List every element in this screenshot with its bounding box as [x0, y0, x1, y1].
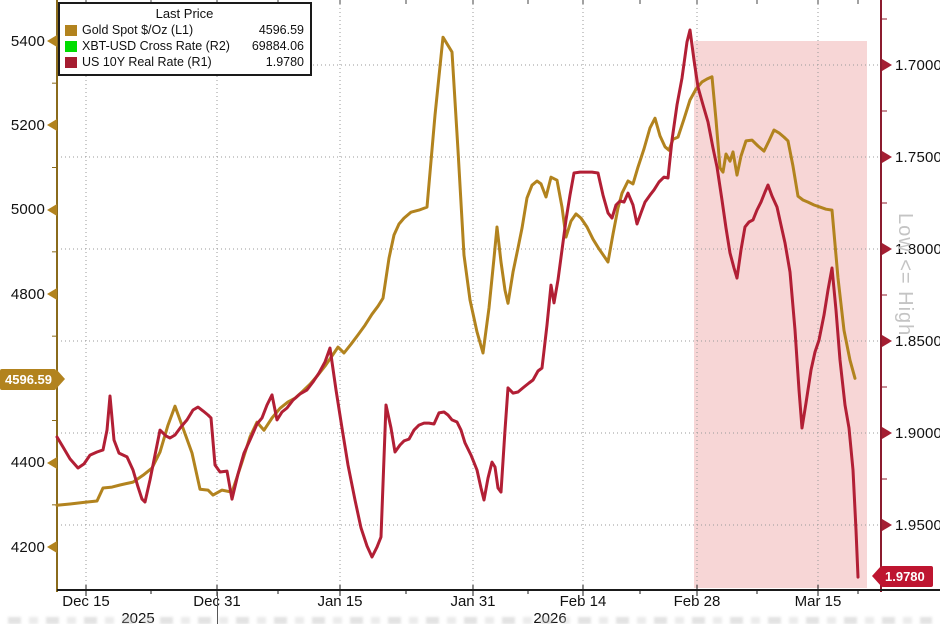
right-tick-label: 1.9000 [895, 424, 940, 442]
left-axis-tick-4400: 4400 [11, 454, 57, 472]
right-tick-label: 1.7000 [895, 56, 940, 74]
left-axis-tick-4200: 4200 [11, 538, 57, 556]
legend-item-xbt-usd[interactable]: XBT-USD Cross Rate (R2) 69884.06 [65, 38, 304, 54]
cutoff-footer-text [8, 617, 932, 624]
left-tick-label: 4400 [10, 454, 45, 472]
x-axis-tick-jan-31: Jan 31 [450, 593, 496, 610]
right-tick-arrow-icon [882, 335, 892, 347]
right-axis-tick-1.7000: 1.7000 [882, 56, 940, 74]
right-tick-arrow-icon [882, 519, 892, 531]
x-axis-tick-mar-15: Mar 15 [794, 593, 842, 610]
legend-item-label: US 10Y Real Rate (R1) [82, 55, 212, 69]
legend-item-us-10y-real-rate[interactable]: US 10Y Real Rate (R1) 1.9780 [65, 54, 304, 70]
right-axis-tick-1.9500: 1.9500 [882, 516, 940, 534]
right-tick-label: 1.8500 [895, 332, 940, 350]
left-axis-tick-5400: 5400 [11, 32, 57, 50]
left-tick-arrow-icon [47, 203, 57, 216]
right-tick-label: 1.9500 [895, 516, 940, 534]
x-axis-tick-jan-15: Jan 15 [317, 593, 363, 610]
x-axis-tick-dec-15: Dec 15 [62, 593, 110, 610]
year-separator-line [217, 592, 218, 624]
left-tick-arrow-icon [47, 288, 57, 300]
gold-last-price-value: 4596.59 [0, 368, 56, 390]
legend-item-value: 4596.59 [258, 23, 304, 37]
x-axis-tick-feb-14: Feb 14 [559, 593, 607, 610]
right-tick-arrow-icon [882, 427, 892, 439]
legend-item-value: 1.9780 [265, 55, 304, 69]
green-series-swatch-icon [65, 40, 77, 52]
x-axis-tick-feb-28: Feb 28 [673, 593, 721, 610]
right-tick-arrow-icon [882, 151, 892, 163]
left-tick-arrow-icon [47, 35, 57, 47]
rate-last-price-value: 1.9780 [881, 565, 933, 587]
highlight-region [694, 41, 867, 588]
chart-legend[interactable]: Last Price Gold Spot $/Oz (L1) 4596.59 X… [58, 2, 312, 76]
left-tick-label: 4800 [10, 285, 45, 303]
right-tick-arrow-icon [882, 59, 892, 71]
left-tick-label: 4200 [10, 538, 45, 556]
x-axis-year-2025: 2025 [121, 610, 155, 624]
left-axis-tick-4800: 4800 [11, 285, 57, 303]
right-axis-tick-1.8000: 1.8000 [882, 240, 940, 258]
right-tick-label: 1.7500 [895, 148, 940, 166]
right-axis-direction-label: Low <= High [894, 213, 916, 337]
left-tick-arrow-icon [47, 456, 57, 469]
legend-item-gold-spot[interactable]: Gold Spot $/Oz (L1) 4596.59 [65, 22, 304, 38]
right-axis-tick-1.9000: 1.9000 [882, 424, 940, 442]
rate-last-price-badge: 1.9780 [872, 565, 933, 587]
left-tick-label: 5400 [10, 32, 45, 50]
legend-item-label: Gold Spot $/Oz (L1) [82, 23, 194, 37]
gold-last-price-badge: 4596.59 [0, 368, 65, 390]
legend-title: Last Price [155, 6, 214, 21]
right-axis-tick-1.7500: 1.7500 [882, 148, 940, 166]
right-tick-arrow-icon [882, 243, 892, 255]
us-10y-real-rate-line [55, 28, 860, 579]
left-axis-tick-5200: 5200 [11, 116, 57, 134]
left-tick-label: 5200 [10, 116, 45, 134]
left-tick-label: 5000 [10, 201, 45, 219]
badge-arrow-icon [872, 566, 881, 587]
right-tick-label: 1.8000 [895, 240, 940, 258]
left-axis-tick-5000: 5000 [11, 201, 57, 219]
badge-arrow-icon [56, 369, 65, 390]
gold-series-swatch-icon [65, 24, 77, 36]
left-tick-arrow-icon [47, 541, 57, 553]
right-axis-tick-1.8500: 1.8500 [882, 332, 940, 350]
legend-item-label: XBT-USD Cross Rate (R2) [82, 39, 230, 53]
x-axis-year-2026: 2026 [533, 610, 567, 624]
legend-item-value: 69884.06 [251, 39, 304, 53]
crimson-series-swatch-icon [65, 56, 77, 68]
left-tick-arrow-icon [47, 119, 57, 132]
